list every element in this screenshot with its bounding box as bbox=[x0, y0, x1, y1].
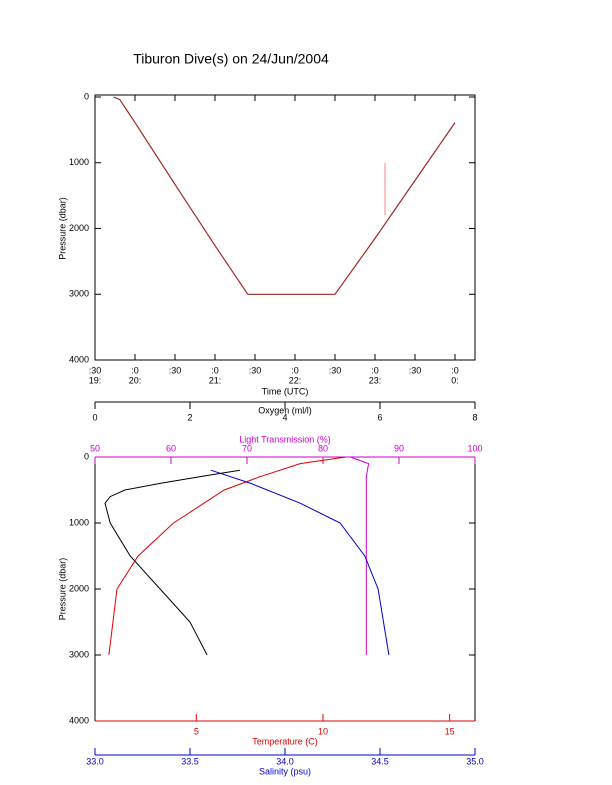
x-tick-label: 60 bbox=[166, 443, 176, 453]
x-tick-label: :0 bbox=[371, 365, 379, 375]
x-tick-label: 6 bbox=[377, 412, 382, 422]
x-tick-label: 35.0 bbox=[466, 756, 484, 766]
x-tick-label: :30 bbox=[329, 365, 342, 375]
x-hour-label: 23: bbox=[369, 375, 382, 385]
x-tick-label: 33.0 bbox=[86, 756, 104, 766]
y-tick-label: 1000 bbox=[69, 517, 89, 527]
x-hour-label: 20: bbox=[129, 375, 142, 385]
x-tick-label: :0 bbox=[211, 365, 219, 375]
profile bbox=[104, 469, 240, 656]
x-tick-label: :0 bbox=[451, 365, 459, 375]
y-tick-label: 2000 bbox=[69, 223, 89, 233]
dive-profile bbox=[113, 96, 456, 295]
x-tick-label: :30 bbox=[89, 365, 102, 375]
chart-title: Tiburon Dive(s) on 24/Jun/2004 bbox=[133, 51, 329, 67]
y-tick-label: 0 bbox=[84, 91, 89, 101]
y-tick-label: 3000 bbox=[69, 649, 89, 659]
y-tick-label: 4000 bbox=[69, 715, 89, 725]
x-tick-label: :0 bbox=[131, 365, 139, 375]
y-axis-title: Pressure (dbar) bbox=[57, 197, 67, 260]
y-tick-label: 3000 bbox=[69, 289, 89, 299]
profile bbox=[108, 456, 346, 656]
x-hour-label: 0: bbox=[451, 375, 459, 385]
x-tick-label: 90 bbox=[394, 443, 404, 453]
x-tick-label: 80 bbox=[318, 443, 328, 453]
x-hour-label: 21: bbox=[209, 375, 222, 385]
y-tick-label: 4000 bbox=[69, 354, 89, 364]
x-tick-label: :30 bbox=[409, 365, 422, 375]
profile bbox=[210, 469, 390, 656]
x-hour-label: 22: bbox=[289, 375, 302, 385]
x-tick-label: 34.0 bbox=[276, 756, 294, 766]
x-tick-label: 15 bbox=[445, 726, 455, 736]
profile bbox=[350, 456, 370, 655]
x-tick-label: 2 bbox=[187, 412, 192, 422]
x-axis-title: Salinity (psu) bbox=[259, 766, 311, 776]
y-tick-label: 2000 bbox=[69, 583, 89, 593]
x-axis-title: Light Transmission (%) bbox=[239, 434, 331, 444]
x-tick-label: 34.5 bbox=[371, 756, 389, 766]
x-tick-label: 0 bbox=[92, 412, 97, 422]
x-tick-label: 100 bbox=[467, 443, 482, 453]
y-axis-title: Pressure (dbar) bbox=[57, 558, 67, 621]
y-tick-label: 0 bbox=[84, 451, 89, 461]
y-tick-label: 1000 bbox=[69, 157, 89, 167]
x-axis-title: Oxygen (ml/l) bbox=[258, 405, 312, 415]
x-tick-label: 4 bbox=[282, 412, 287, 422]
plot-frame bbox=[94, 94, 476, 361]
x-tick-label: :30 bbox=[169, 365, 182, 375]
x-tick-label: 50 bbox=[90, 443, 100, 453]
x-tick-label: :30 bbox=[249, 365, 262, 375]
x-tick-label: :0 bbox=[291, 365, 299, 375]
x-tick-label: 5 bbox=[194, 726, 199, 736]
x-tick-label: 70 bbox=[242, 443, 252, 453]
x-hour-label: 19: bbox=[89, 375, 102, 385]
x-tick-label: 33.5 bbox=[181, 756, 199, 766]
x-axis-title: Time (UTC) bbox=[262, 386, 309, 396]
x-axis-title: Temperature (C) bbox=[252, 736, 318, 746]
x-tick-label: 10 bbox=[318, 726, 328, 736]
x-tick-label: 8 bbox=[472, 412, 477, 422]
